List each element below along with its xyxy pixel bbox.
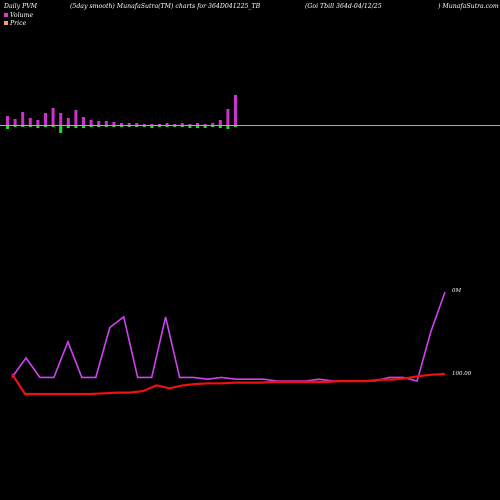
volume-bar-up xyxy=(150,124,154,125)
volume-bar-down xyxy=(180,126,184,127)
volume-bar-down xyxy=(211,126,215,127)
volume-bars-down xyxy=(6,126,237,133)
legend-item-volume: Volume xyxy=(4,11,33,19)
volume-bar-up xyxy=(21,112,25,125)
volume-bar-up xyxy=(59,113,63,125)
volume-bar-down xyxy=(28,126,32,127)
volume-line xyxy=(11,291,446,382)
volume-bar-up xyxy=(226,109,230,125)
volume-bar-down xyxy=(196,126,199,128)
volume-bar-down xyxy=(36,126,40,128)
right-label-volume: 0M xyxy=(452,288,461,294)
volume-bar-down xyxy=(188,126,192,128)
volume-bar-down xyxy=(97,126,101,127)
volume-bar-up xyxy=(44,113,47,125)
volume-bar-down xyxy=(127,126,131,127)
header-subtitle: (5day smooth) MunafaSutra(TM) charts for… xyxy=(70,3,261,10)
volume-bar-down xyxy=(66,126,70,128)
volume-bar-down xyxy=(44,126,47,127)
right-label-price: 100.00 xyxy=(452,371,472,377)
volume-bar-up xyxy=(165,123,169,125)
volume-bar-down xyxy=(142,126,146,127)
volume-bar-down xyxy=(203,126,207,128)
volume-bars-up xyxy=(6,95,237,125)
volume-bar-down xyxy=(218,126,222,128)
volume-bar-up xyxy=(97,121,101,125)
legend-swatch-price xyxy=(4,21,8,25)
volume-bar-down xyxy=(226,126,230,129)
header-site: ) MunafaSutra.com xyxy=(438,3,499,10)
volume-bar-up xyxy=(142,124,146,125)
volume-bar-up xyxy=(104,121,108,125)
volume-bar-up xyxy=(188,124,192,125)
volume-bar-down xyxy=(13,126,17,127)
volume-bar-down xyxy=(173,126,177,127)
volume-bar-up xyxy=(211,123,215,125)
volume-bar-up xyxy=(74,110,78,125)
volume-bar-down xyxy=(89,126,93,127)
header-title: Daily PVM xyxy=(4,3,38,10)
volume-bar-up xyxy=(36,120,40,125)
volume-bar-up xyxy=(13,119,17,125)
volume-bar-up xyxy=(180,123,184,125)
volume-bar-down xyxy=(51,126,55,127)
volume-bar-down xyxy=(158,126,161,127)
volume-bar-down xyxy=(234,126,237,127)
volume-bar-down xyxy=(150,126,154,128)
volume-bar-up xyxy=(66,118,70,125)
volume-bar-up xyxy=(82,117,85,125)
volume-bar-up xyxy=(51,108,55,125)
volume-bar-up xyxy=(203,124,207,125)
volume-bar-up xyxy=(28,118,32,125)
volume-bar-up xyxy=(196,123,199,125)
volume-bar-up xyxy=(112,122,116,125)
volume-bar-up xyxy=(120,123,123,125)
volume-bar-up xyxy=(218,120,222,125)
volume-bar-down xyxy=(74,126,78,128)
volume-bar-up xyxy=(89,120,93,125)
volume-bar-down xyxy=(165,126,169,127)
volume-bar-up xyxy=(234,95,237,125)
volume-bar-up xyxy=(6,116,9,125)
volume-bar-down xyxy=(21,126,25,127)
volume-bar-down xyxy=(120,126,123,127)
volume-bar-up xyxy=(135,123,139,125)
volume-bar-down xyxy=(82,126,85,128)
legend: Volume Price xyxy=(4,11,33,27)
legend-item-price: Price xyxy=(4,19,33,27)
legend-label-price: Price xyxy=(10,19,27,27)
legend-label-volume: Volume xyxy=(10,11,34,19)
volume-bar-up xyxy=(158,124,161,125)
volume-bar-down xyxy=(135,126,139,127)
legend-swatch-volume xyxy=(4,13,8,17)
volume-bar-down xyxy=(112,126,116,127)
volume-bar-up xyxy=(127,123,131,125)
header-instrument: (Goi Tbill 364d-04/12/25 xyxy=(305,3,382,10)
price-line xyxy=(11,372,446,396)
volume-bar-up xyxy=(173,124,177,125)
volume-bar-down xyxy=(6,126,9,129)
volume-bar-down xyxy=(59,126,63,133)
volume-bar-down xyxy=(104,126,108,127)
